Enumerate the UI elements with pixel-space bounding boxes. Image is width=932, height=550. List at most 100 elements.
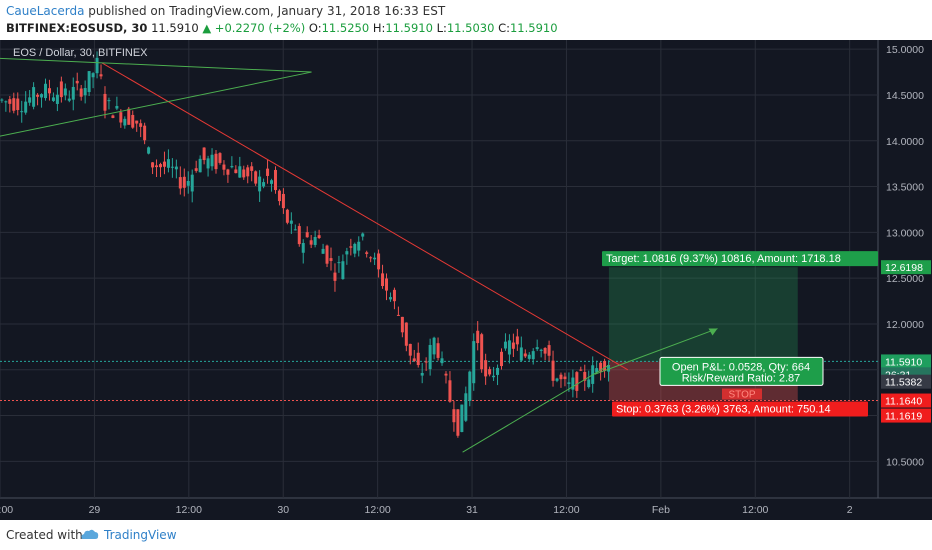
x-tick-label: 31 bbox=[466, 504, 478, 516]
candle-body bbox=[563, 376, 567, 380]
y-tick-label: 12.0000 bbox=[886, 319, 924, 331]
candle-body bbox=[67, 98, 71, 101]
candle-body bbox=[95, 57, 99, 74]
candle-body bbox=[190, 174, 194, 192]
candle-body bbox=[301, 242, 305, 253]
candle-body bbox=[567, 382, 571, 384]
candle-body bbox=[242, 169, 246, 178]
candle-body bbox=[317, 235, 321, 239]
price-tag-box bbox=[881, 260, 931, 275]
candle-body bbox=[151, 162, 155, 168]
green-trendline bbox=[462, 364, 610, 453]
candle-body bbox=[381, 273, 385, 287]
chart-title: EOS / Dollar, 30, BITFINEX bbox=[13, 47, 148, 59]
candle-body bbox=[503, 341, 507, 349]
candle-body bbox=[575, 372, 579, 391]
candle-body bbox=[59, 81, 63, 98]
target-label-box bbox=[602, 251, 878, 267]
candle-body bbox=[357, 241, 361, 251]
pl-label: Open P&L: 0.0528, Qty: 664 bbox=[672, 361, 810, 373]
stop-tag-box bbox=[722, 388, 762, 400]
candle-body bbox=[321, 248, 325, 254]
candle-body bbox=[369, 257, 373, 259]
candle-body bbox=[333, 272, 337, 281]
candle-body bbox=[289, 220, 293, 224]
candle-body bbox=[349, 246, 353, 248]
candle-body bbox=[484, 360, 488, 377]
candle-body bbox=[0, 99, 4, 101]
candle-body bbox=[519, 347, 523, 361]
projection-arrow bbox=[594, 328, 718, 375]
candle-body bbox=[460, 404, 464, 433]
candle-body bbox=[337, 262, 341, 264]
tradingview-link[interactable]: TradingView bbox=[104, 528, 177, 542]
candle-body bbox=[63, 88, 67, 96]
candle-body bbox=[313, 236, 317, 245]
candle-body bbox=[388, 297, 392, 300]
candle-body bbox=[480, 334, 484, 370]
chart-area[interactable]: 15.0000 14.5000 14.0000 13.5000 13.0000 12.50… bbox=[0, 40, 932, 520]
candle-body bbox=[424, 361, 428, 363]
price-tag: 11.5910 bbox=[885, 356, 922, 368]
candle-body bbox=[12, 98, 16, 111]
candle-body bbox=[40, 94, 44, 98]
candle-body bbox=[218, 153, 222, 163]
candle-body bbox=[262, 182, 266, 187]
candle-body bbox=[408, 343, 412, 356]
candle-body bbox=[103, 93, 107, 111]
candle-body bbox=[234, 169, 238, 174]
candle-body bbox=[143, 125, 147, 141]
x-tick-label: 12:00 bbox=[364, 504, 390, 516]
candle-body bbox=[436, 343, 440, 358]
candle-body bbox=[373, 257, 377, 260]
candle-body bbox=[587, 379, 591, 388]
candle-body bbox=[309, 240, 313, 245]
candle-body bbox=[250, 166, 254, 171]
candle-body bbox=[444, 373, 448, 376]
close-value: 11.5910 bbox=[509, 21, 558, 35]
candle-body bbox=[99, 74, 103, 77]
candle-body bbox=[226, 169, 230, 175]
target-label: Target: 1.0816 (9.37%) 10816, Amount: 17… bbox=[606, 253, 841, 265]
target-zone bbox=[608, 267, 798, 362]
candle-body bbox=[365, 252, 369, 254]
price-tag: 12.6198 bbox=[885, 262, 923, 274]
projection-arrow-head bbox=[708, 328, 718, 336]
candle-body bbox=[345, 251, 349, 255]
candle-body bbox=[507, 340, 511, 355]
y-tick-label: 13.5000 bbox=[886, 182, 924, 194]
candle-body bbox=[44, 83, 48, 99]
x-tick-label: Feb bbox=[652, 504, 670, 516]
candle-body bbox=[83, 88, 87, 96]
candle-body bbox=[258, 176, 262, 192]
candle-body bbox=[174, 166, 178, 170]
candle-body bbox=[583, 371, 587, 381]
candle-body bbox=[238, 166, 242, 178]
price-tag: 11.1640 bbox=[885, 396, 922, 408]
candle-body bbox=[325, 245, 329, 264]
candle-body bbox=[579, 369, 583, 371]
price-axis-background bbox=[878, 40, 932, 520]
candle-body bbox=[186, 180, 190, 186]
candle-body bbox=[4, 101, 8, 103]
candle-body bbox=[170, 166, 174, 168]
author-link[interactable]: CaueLacerda bbox=[6, 4, 85, 18]
candle-body bbox=[496, 367, 500, 375]
candle-body bbox=[20, 111, 24, 113]
candle-body bbox=[111, 115, 115, 118]
candlestick-chart[interactable]: 15.0000 14.5000 14.0000 13.5000 13.0000 12.50… bbox=[0, 40, 932, 520]
candle-body bbox=[87, 71, 91, 93]
x-tick-label: 12:00 bbox=[553, 504, 579, 516]
candle-body bbox=[135, 120, 139, 124]
candle-body bbox=[420, 373, 424, 376]
candle-body bbox=[198, 158, 202, 173]
candle-body bbox=[432, 337, 436, 355]
candle-body bbox=[385, 278, 389, 291]
candle-body bbox=[392, 289, 396, 302]
candle-body bbox=[47, 88, 51, 94]
candle-body bbox=[531, 351, 535, 360]
price-tag-box bbox=[881, 354, 931, 369]
candle-body bbox=[75, 80, 79, 84]
candle-body bbox=[91, 73, 95, 78]
candle-body bbox=[499, 351, 503, 367]
